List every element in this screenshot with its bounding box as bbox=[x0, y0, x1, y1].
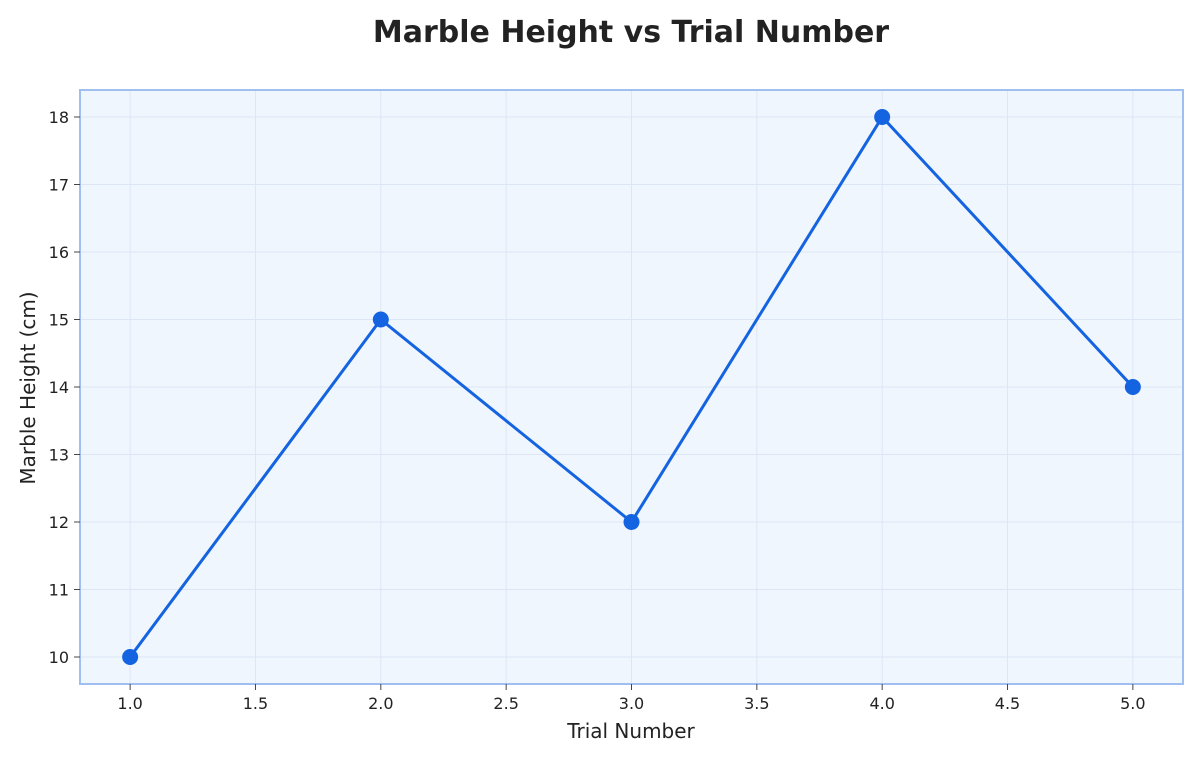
data-point bbox=[874, 109, 891, 125]
y-tick-label: 13 bbox=[49, 446, 69, 465]
y-tick-label: 12 bbox=[49, 513, 69, 532]
grid-lines bbox=[80, 90, 1183, 684]
x-axis-ticks: 1.0 1.5 2.0 2.5 3.0 3.5 4.0 4.5 5.0 bbox=[117, 684, 1146, 713]
x-tick-label: 2.0 bbox=[368, 694, 393, 713]
data-point bbox=[1124, 379, 1141, 395]
x-tick-label: 3.5 bbox=[744, 694, 769, 713]
y-tick-label: 10 bbox=[49, 648, 69, 667]
x-tick-label: 2.5 bbox=[493, 694, 518, 713]
y-tick-label: 18 bbox=[49, 108, 69, 127]
data-point bbox=[623, 514, 640, 530]
x-axis-label: Trial Number bbox=[566, 719, 695, 743]
x-tick-label: 1.5 bbox=[243, 694, 268, 713]
y-axis-ticks: 10 11 12 13 14 15 16 17 18 bbox=[49, 108, 80, 667]
data-point bbox=[372, 311, 389, 328]
x-tick-label: 1.0 bbox=[117, 694, 142, 713]
y-tick-label: 15 bbox=[49, 311, 69, 330]
series-layer bbox=[122, 109, 1141, 665]
x-tick-label: 5.0 bbox=[1120, 694, 1145, 713]
x-tick-label: 4.0 bbox=[869, 694, 894, 713]
x-tick-label: 3.0 bbox=[619, 694, 644, 713]
y-axis-label: Marble Height (cm) bbox=[16, 291, 40, 484]
chart-title: Marble Height vs Trial Number bbox=[373, 15, 889, 50]
data-point bbox=[122, 649, 139, 665]
y-tick-label: 16 bbox=[49, 243, 69, 262]
y-tick-label: 14 bbox=[49, 378, 69, 397]
y-tick-label: 11 bbox=[49, 581, 69, 600]
x-tick-label: 4.5 bbox=[995, 694, 1020, 713]
y-tick-label: 17 bbox=[49, 176, 69, 195]
